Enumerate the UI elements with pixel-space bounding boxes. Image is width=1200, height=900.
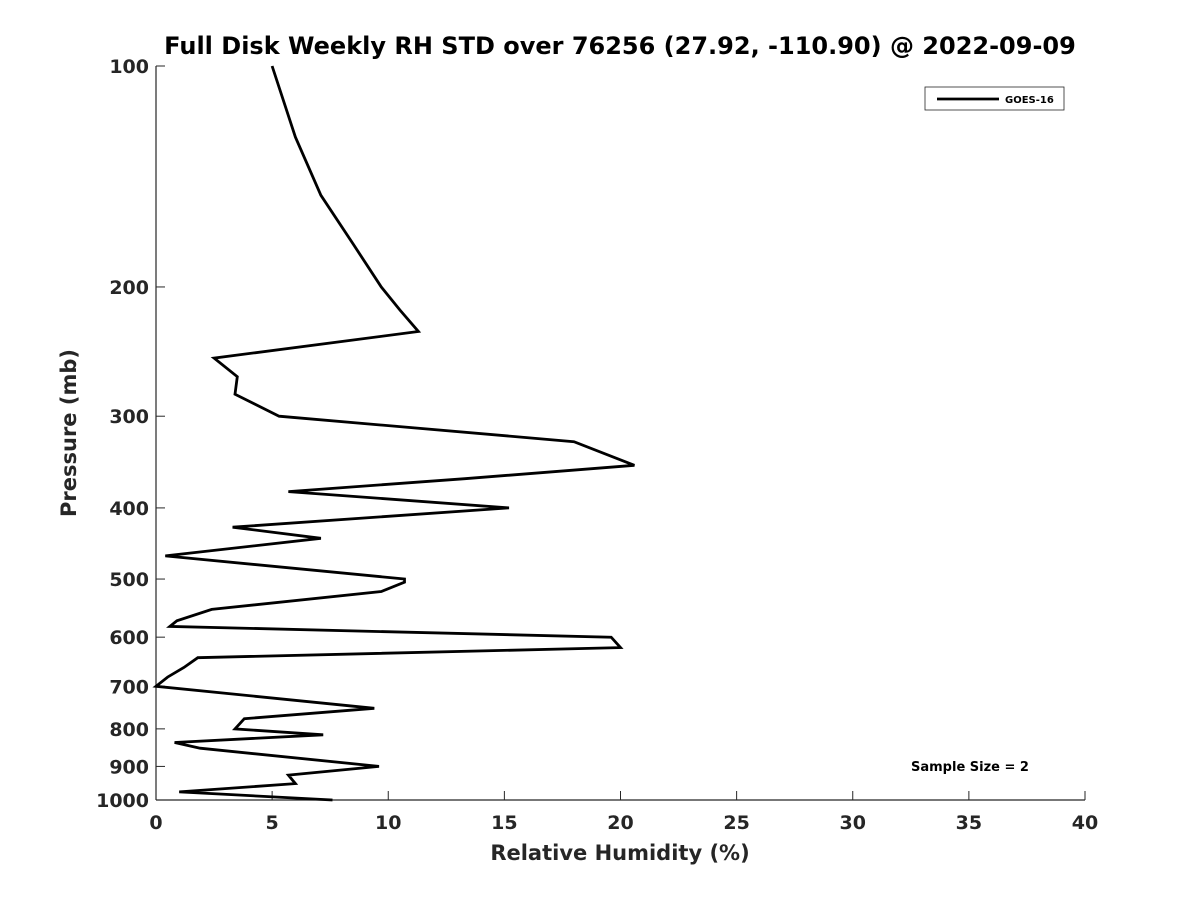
sample-size-annotation: Sample Size = 2 [911, 760, 1029, 775]
y-tick-label: 500 [109, 569, 149, 591]
x-tick-label: 20 [607, 812, 633, 834]
x-tick-label: 0 [149, 812, 162, 834]
x-tick-label: 25 [723, 812, 749, 834]
y-tick-label: 700 [109, 676, 149, 698]
x-tick-label: 10 [375, 812, 401, 834]
y-tick-label: 800 [109, 719, 149, 741]
chart-title: Full Disk Weekly RH STD over 76256 (27.9… [164, 32, 1076, 60]
y-tick-label: 400 [109, 498, 149, 520]
y-ticks: 100 200 300 400 500 600 700 800 900 1000 [96, 56, 165, 812]
x-axis-label: Relative Humidity (%) [490, 841, 749, 865]
y-tick-label: 900 [109, 756, 149, 778]
x-tick-label: 30 [840, 812, 866, 834]
y-axis-label: Pressure (mb) [57, 349, 81, 517]
y-tick-label: 100 [109, 56, 149, 78]
y-tick-label: 200 [109, 277, 149, 299]
legend-entry-goes-16: GOES-16 [1005, 95, 1054, 106]
x-ticks: 0 5 10 15 20 25 30 35 40 [149, 791, 1098, 834]
y-tick-label: 600 [109, 627, 149, 649]
y-tick-label: 1000 [96, 790, 149, 812]
x-tick-label: 40 [1072, 812, 1098, 834]
x-tick-label: 15 [491, 812, 517, 834]
x-tick-label: 35 [956, 812, 982, 834]
plot-area [156, 66, 1085, 800]
x-tick-label: 5 [266, 812, 279, 834]
y-tick-label: 300 [109, 406, 149, 428]
legend: GOES-16 [924, 86, 1065, 111]
series-line-goes-16 [152, 65, 635, 802]
